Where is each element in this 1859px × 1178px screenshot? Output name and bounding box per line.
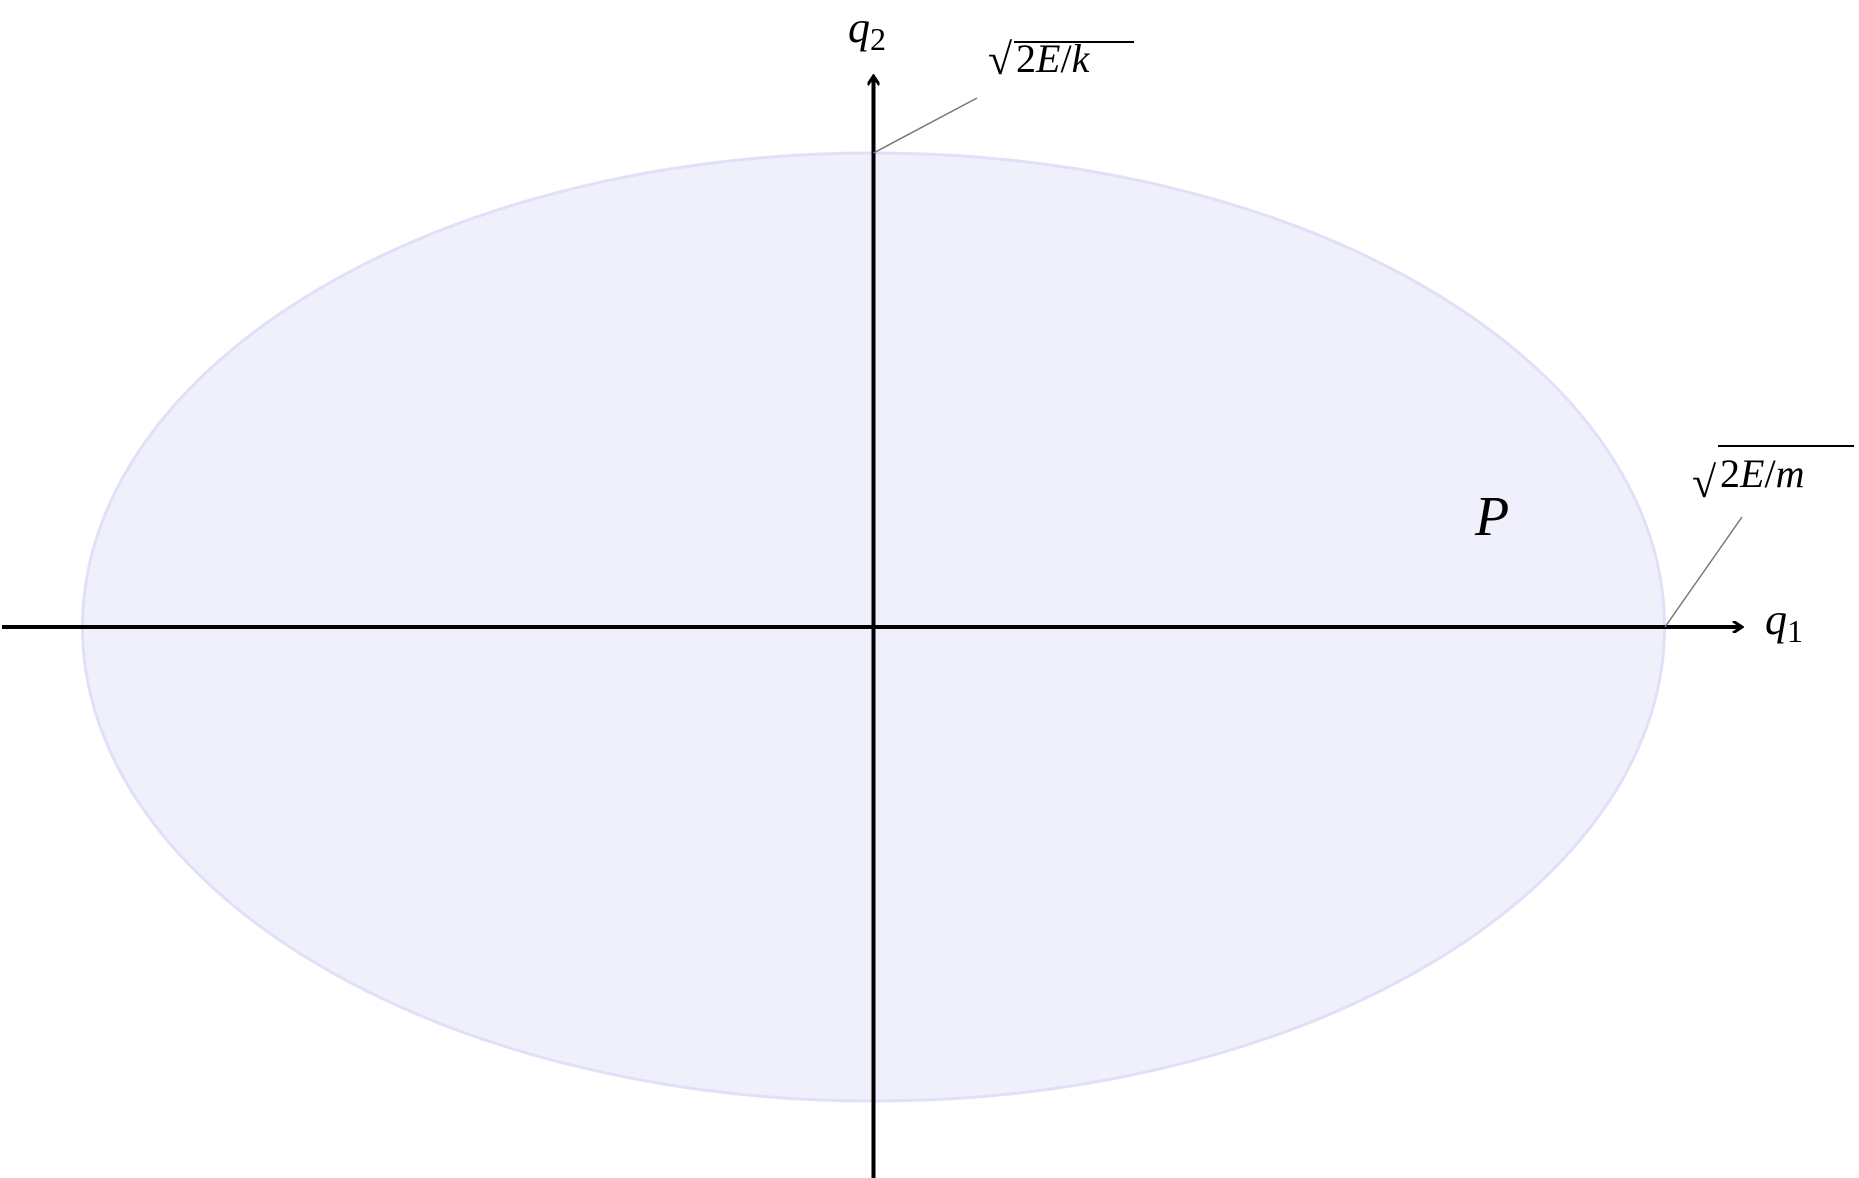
svg-text:√: √: [1692, 458, 1717, 507]
q1-intercept-label: √ 2E/m: [1692, 445, 1854, 507]
svg-text:√: √: [988, 35, 1013, 84]
svg-text:2E/m: 2E/m: [1720, 451, 1804, 496]
q2-intercept-leader-line: [873, 97, 978, 154]
q2-intercept-label: √ 2E/k: [988, 35, 1134, 84]
svg-text:2E/k: 2E/k: [1016, 36, 1091, 81]
q1-axis-label: q1: [1765, 595, 1803, 649]
q2-axis-label: q2: [848, 3, 886, 57]
region-label-p: P: [1474, 486, 1509, 548]
q1-intercept-leader-line: [1664, 516, 1743, 628]
